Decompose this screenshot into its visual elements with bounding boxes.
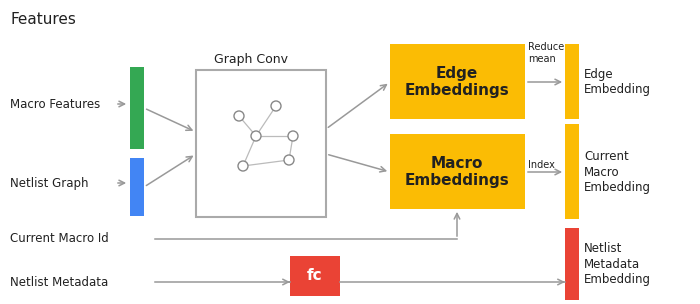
Circle shape — [234, 111, 244, 121]
Bar — [565, 124, 579, 219]
Text: Reduce
mean: Reduce mean — [528, 42, 564, 64]
Bar — [196, 70, 326, 217]
Text: Macro
Embeddings: Macro Embeddings — [405, 156, 510, 188]
Text: Index: Index — [528, 160, 555, 170]
Text: Graph Conv: Graph Conv — [214, 53, 288, 66]
Text: Netlist Metadata: Netlist Metadata — [10, 275, 108, 288]
Bar — [290, 256, 340, 296]
Circle shape — [251, 131, 261, 141]
Text: Features: Features — [10, 12, 76, 27]
Text: fc: fc — [307, 268, 323, 284]
Bar — [565, 228, 579, 300]
Bar — [390, 134, 525, 209]
Bar — [565, 44, 579, 119]
Bar — [130, 67, 144, 149]
Circle shape — [288, 131, 298, 141]
Text: Macro Features: Macro Features — [10, 98, 100, 110]
Circle shape — [271, 101, 281, 111]
Text: Current
Macro
Embedding: Current Macro Embedding — [584, 150, 651, 194]
Text: Netlist
Metadata
Embedding: Netlist Metadata Embedding — [584, 243, 651, 285]
Text: Edge
Embedding: Edge Embedding — [584, 68, 651, 96]
Circle shape — [238, 161, 248, 171]
Bar — [130, 158, 144, 216]
Circle shape — [284, 155, 294, 165]
Text: Edge
Embeddings: Edge Embeddings — [405, 66, 510, 98]
Text: Netlist Graph: Netlist Graph — [10, 177, 88, 189]
Text: Current Macro Id: Current Macro Id — [10, 233, 108, 246]
Bar — [390, 44, 525, 119]
